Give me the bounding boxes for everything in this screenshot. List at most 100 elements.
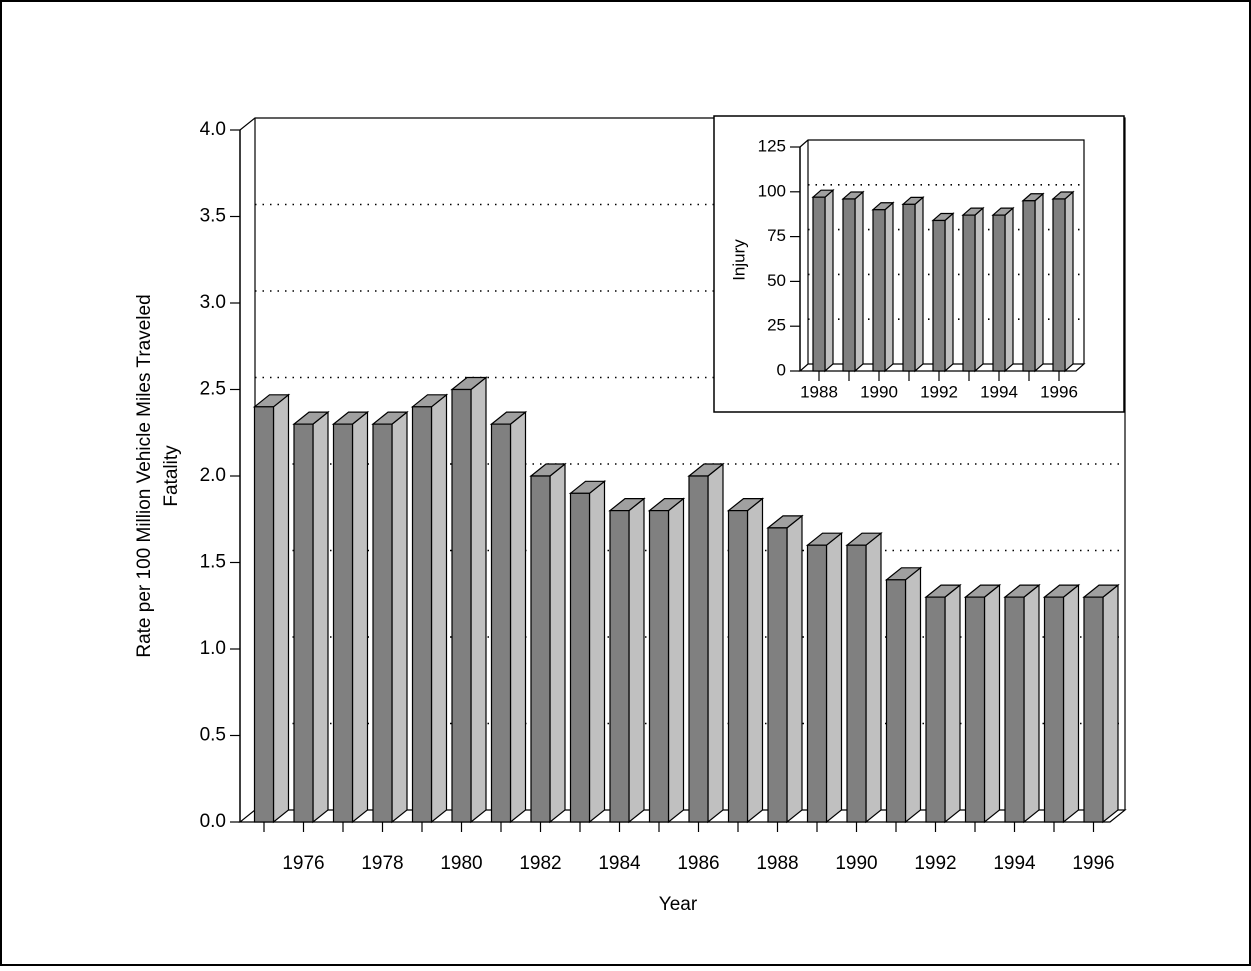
bar-front	[411, 406, 433, 823]
bar-side	[430, 393, 448, 824]
y-axis-label: Fatality	[161, 445, 182, 507]
bar	[963, 583, 1002, 824]
x-tick-label: 1976	[282, 853, 324, 874]
bar	[991, 206, 1015, 373]
y-tick-label: 4.0	[200, 119, 226, 140]
bar-front	[812, 196, 826, 372]
bar-side	[786, 514, 803, 824]
bar-front	[1052, 198, 1066, 372]
bar-front	[1083, 596, 1104, 823]
bar-front	[767, 527, 788, 823]
x-tick-label: 1996	[1072, 853, 1114, 874]
bar-side	[1034, 192, 1044, 373]
bar	[924, 583, 962, 824]
bar-side	[1102, 583, 1119, 824]
bar-side	[1023, 583, 1040, 824]
bar-side	[351, 410, 369, 824]
bar-side	[944, 212, 954, 373]
bar-front	[1022, 200, 1036, 372]
bar	[252, 393, 291, 824]
x-tick-label: 1988	[800, 382, 838, 401]
bar-front	[964, 596, 986, 823]
bar-front	[962, 214, 976, 372]
y-tick-label: 0.5	[200, 725, 226, 746]
bar-front	[925, 596, 946, 823]
bar	[489, 410, 528, 824]
bar-front	[372, 423, 393, 823]
back-wall	[239, 117, 1126, 810]
x-tick-label: 1990	[835, 853, 877, 874]
x-tick-label: 1982	[519, 853, 561, 874]
bar	[568, 480, 607, 824]
x-tick-label: 1994	[980, 382, 1018, 401]
bar-front	[806, 544, 828, 823]
bar	[687, 462, 725, 824]
bar-side	[865, 531, 882, 824]
bar	[901, 196, 925, 373]
bar-side	[1004, 206, 1014, 373]
y-tick-label: 0	[777, 360, 786, 379]
x-tick-label: 1990	[860, 382, 898, 401]
y-tick-label: 2.0	[200, 465, 226, 486]
bar	[845, 531, 883, 824]
x-tick-label: 1980	[440, 853, 482, 874]
bar-side	[1064, 190, 1074, 373]
x-tick-label: 1986	[677, 853, 719, 874]
bar-side	[854, 190, 864, 373]
bar-front	[688, 475, 709, 823]
back-wall	[799, 139, 1085, 364]
bar-side	[588, 480, 606, 824]
bar	[292, 410, 330, 824]
bar-side	[509, 410, 527, 824]
bar-front	[885, 579, 907, 823]
bar-side	[824, 188, 834, 373]
bar	[1051, 190, 1075, 373]
x-tick-label: 1994	[993, 853, 1036, 874]
bar-side	[904, 566, 922, 824]
y-axis-label: Injury	[729, 239, 748, 281]
bar-front	[332, 423, 354, 823]
bar-side	[667, 497, 685, 824]
bar	[647, 497, 686, 824]
bar-front	[842, 198, 856, 372]
bar	[841, 190, 865, 373]
bar	[1042, 583, 1081, 824]
main-chart: 0.0 0.5 1.0 1.5 2.0 2.5 3.0 3.5 4.0 1976 1978 1980 1…	[134, 117, 1127, 915]
bar-front	[932, 219, 946, 372]
inset-chart: 0 25 50 75 100 125 1988 1990 1992 1994 1996 Injury	[713, 115, 1125, 413]
bar-side	[707, 462, 724, 824]
bar-side	[974, 206, 984, 373]
bar-front	[609, 510, 630, 823]
bar	[961, 206, 985, 373]
bar-front	[727, 510, 749, 823]
y-tick-label: 75	[767, 226, 786, 245]
y-tick-label: 25	[767, 316, 786, 335]
y-tick-label: 50	[767, 271, 786, 290]
y-tick-label: 2.5	[200, 379, 226, 400]
y-tick-label: 3.0	[200, 292, 226, 313]
bar-front	[293, 423, 314, 823]
bar-side	[628, 497, 645, 824]
bar-front	[490, 423, 512, 823]
y-tick-label: 3.5	[200, 206, 226, 227]
bar	[1021, 192, 1045, 373]
bar-front	[1043, 596, 1065, 823]
bar	[331, 410, 370, 824]
bar	[726, 497, 765, 824]
bar	[884, 566, 923, 824]
bar-side	[272, 393, 290, 824]
bar-side	[1062, 583, 1080, 824]
bar-front	[648, 510, 670, 823]
y-axis-label: Rate per 100 Million Vehicle Miles Trave…	[134, 294, 155, 657]
bar	[871, 201, 895, 373]
bar-front	[872, 209, 886, 372]
bar	[529, 462, 567, 824]
bar-side	[746, 497, 764, 824]
bar-front	[253, 406, 275, 823]
bar-front	[1004, 596, 1025, 823]
y-tick-label: 100	[758, 181, 786, 200]
bar	[450, 376, 488, 824]
